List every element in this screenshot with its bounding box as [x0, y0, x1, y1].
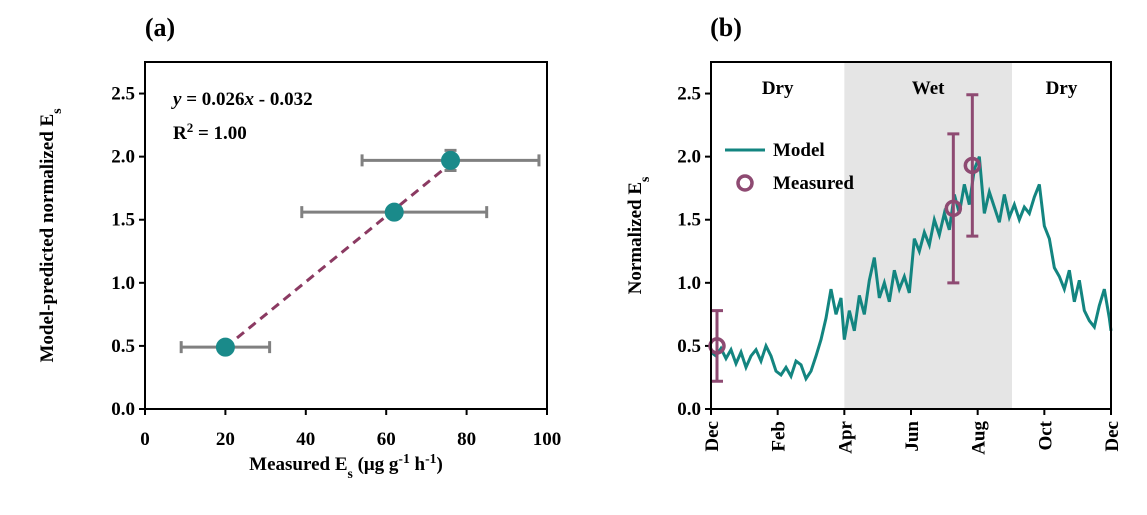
text-segment: = 0.026 — [181, 89, 244, 110]
x-tick-label: Dec — [702, 421, 723, 452]
text-segment: Model-predicted normalized E — [37, 114, 58, 363]
text-segment: -1 — [425, 451, 437, 466]
text-segment: = 1.00 — [193, 123, 247, 144]
y-tick-label: 2.5 — [111, 84, 135, 105]
panel-title: (a) — [145, 13, 175, 42]
text-segment: h — [410, 454, 426, 475]
region-label: Wet — [912, 78, 945, 99]
x-tick-label: Apr — [835, 420, 856, 453]
region-label: Dry — [1046, 78, 1078, 99]
series-line — [224, 162, 452, 349]
annotation: R2 = 1.00 — [173, 120, 247, 145]
plot-frame — [144, 61, 548, 410]
y-tick-label: 2.0 — [677, 147, 701, 168]
y-tick-label: 1.0 — [111, 273, 135, 294]
series-line — [710, 156, 1113, 383]
x-tick-label: Oct — [1035, 420, 1056, 450]
y-tick-label: 2.5 — [677, 84, 701, 105]
point — [384, 202, 404, 222]
text-segment: Normalized E — [625, 182, 646, 294]
x-tick-label: 80 — [457, 429, 476, 450]
panel-title: (b) — [710, 13, 742, 42]
point — [963, 156, 982, 175]
y-axis-label: Model-predicted normalized Es — [37, 108, 64, 362]
y-tick-label: 1.5 — [111, 210, 135, 231]
y-error-bar — [711, 309, 723, 383]
text-segment: - 0.032 — [254, 89, 313, 110]
point — [441, 150, 461, 170]
text-segment: s — [49, 108, 64, 113]
text-segment: s — [637, 177, 652, 182]
text-segment: s — [348, 466, 353, 481]
text-segment: ) — [437, 454, 443, 475]
text-segment: 2 — [187, 120, 194, 135]
y-axis-label: Normalized Es — [625, 177, 652, 295]
x-tick-label: 60 — [377, 429, 396, 450]
point — [215, 337, 235, 357]
y-tick-label: 1.0 — [677, 273, 701, 294]
text-segment: (μg g — [353, 454, 399, 475]
x-tick-label: Dec — [1102, 421, 1123, 452]
text-segment: x — [244, 89, 255, 110]
region-label: Dry — [762, 78, 794, 99]
y-error-bar — [947, 132, 960, 285]
x-tick-label: 40 — [296, 429, 315, 450]
x-tick-label: 0 — [140, 429, 150, 450]
legend-label: Measured — [773, 173, 854, 194]
x-axis-label: Measured Es (μg g-1 h-1) — [249, 451, 443, 481]
y-tick-label: 1.5 — [677, 210, 701, 231]
legend-label: Model — [773, 140, 825, 161]
text-segment: -1 — [398, 451, 410, 466]
x-tick-label: Aug — [969, 421, 990, 455]
y-tick-label: 0.5 — [677, 336, 701, 357]
shaded-region — [844, 62, 1012, 409]
y-tick-label: 0.0 — [111, 399, 135, 420]
x-tick-label: Jun — [902, 421, 923, 452]
point — [944, 199, 963, 218]
text-segment: R — [173, 123, 187, 144]
text-segment: Measured E — [249, 454, 347, 475]
y-tick-label: 0.5 — [111, 336, 135, 357]
y-error-bar — [966, 93, 979, 238]
x-tick-label: 20 — [216, 429, 235, 450]
y-tick-label: 2.0 — [111, 147, 135, 168]
plot-frame — [710, 61, 1112, 410]
x-tick-label: Feb — [769, 421, 790, 452]
legend-marker — [736, 174, 754, 192]
y-tick-label: 0.0 — [677, 399, 701, 420]
x-tick-label: 100 — [533, 429, 562, 450]
annotation: y = 0.026x - 0.032 — [171, 89, 313, 110]
text-segment: y — [171, 89, 182, 110]
